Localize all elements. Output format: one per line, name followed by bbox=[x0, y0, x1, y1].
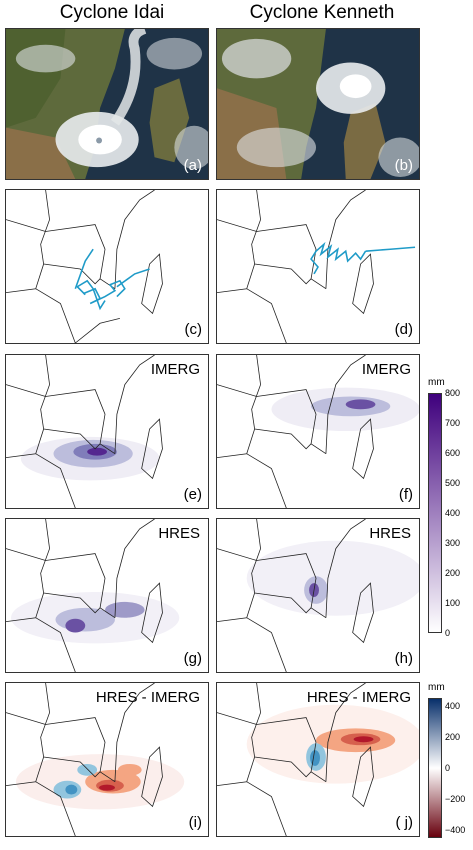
map-idai-diff bbox=[6, 683, 185, 836]
panel-title-i: HRES - IMERG bbox=[95, 689, 200, 706]
panel-label-e: (e) bbox=[183, 486, 202, 503]
map-idai-hres bbox=[6, 519, 180, 672]
colorbar-tick: 400 bbox=[445, 508, 461, 518]
colorbar-tick: 0 bbox=[445, 628, 451, 638]
satellite-image-idai: (a) bbox=[5, 28, 209, 180]
colorbar-tick: 100 bbox=[445, 598, 461, 608]
colorbar-tick: 600 bbox=[445, 448, 461, 458]
panel-title-g: HRES bbox=[158, 525, 200, 542]
panel-title-h: HRES bbox=[369, 525, 411, 542]
track-map-kenneth: (d) bbox=[216, 189, 420, 344]
map-kenneth-track bbox=[217, 190, 416, 343]
imerg-map-kenneth: IMERG (f) bbox=[216, 354, 420, 509]
panel-title-j: HRES - IMERG bbox=[306, 689, 411, 706]
colorbar-tick: −400 bbox=[445, 825, 466, 835]
colorbar-diff-unit: mm bbox=[428, 682, 445, 693]
imerg-map-idai: IMERG (e) bbox=[5, 354, 209, 509]
map-kenneth-diff bbox=[217, 683, 419, 836]
title-cyclone-idai: Cyclone Idai bbox=[59, 2, 165, 23]
colorbar-tick: 700 bbox=[445, 418, 461, 428]
colorbar-tick: 800 bbox=[445, 388, 461, 398]
panel-label-i: (i) bbox=[188, 814, 202, 831]
colorbar-tick: 200 bbox=[445, 732, 461, 742]
colorbar-tick: 400 bbox=[445, 701, 461, 711]
panel-label-a: (a) bbox=[183, 157, 202, 174]
map-kenneth-imerg bbox=[217, 355, 419, 508]
colorbar-tick: 500 bbox=[445, 478, 461, 488]
map-kenneth-hres bbox=[217, 519, 419, 672]
colorbar-rain bbox=[428, 393, 442, 633]
panel-label-c: (c) bbox=[184, 321, 203, 338]
satellite-idai-picture bbox=[6, 29, 208, 179]
panel-label-h: (h) bbox=[394, 650, 413, 667]
panel-label-j: ( j) bbox=[395, 814, 414, 831]
colorbar-tick: 300 bbox=[445, 538, 461, 548]
panel-label-f: (f) bbox=[398, 486, 413, 503]
hres-map-idai: HRES (g) bbox=[5, 518, 209, 673]
track-map-idai: (c) bbox=[5, 189, 209, 344]
title-cyclone-kenneth: Cyclone Kenneth bbox=[249, 2, 395, 23]
colorbar-diff bbox=[428, 698, 442, 838]
colorbar-tick: −200 bbox=[445, 794, 466, 804]
panel-label-b: (b) bbox=[394, 157, 413, 174]
panel-title-e: IMERG bbox=[150, 361, 200, 378]
panel-label-g: (g) bbox=[183, 650, 202, 667]
diff-map-idai: HRES - IMERG (i) bbox=[5, 682, 209, 837]
satellite-image-kenneth: (b) bbox=[216, 28, 420, 180]
panel-title-f: IMERG bbox=[361, 361, 411, 378]
colorbar-rain-unit: mm bbox=[428, 377, 445, 388]
map-idai-track bbox=[6, 190, 163, 343]
map-idai-imerg bbox=[6, 355, 163, 508]
satellite-kenneth-picture bbox=[217, 29, 419, 179]
colorbar-tick: 0 bbox=[445, 763, 451, 773]
diff-map-kenneth: HRES - IMERG ( j) bbox=[216, 682, 420, 837]
colorbar-tick: 200 bbox=[445, 568, 461, 578]
hres-map-kenneth: HRES (h) bbox=[216, 518, 420, 673]
panel-label-d: (d) bbox=[394, 321, 413, 338]
